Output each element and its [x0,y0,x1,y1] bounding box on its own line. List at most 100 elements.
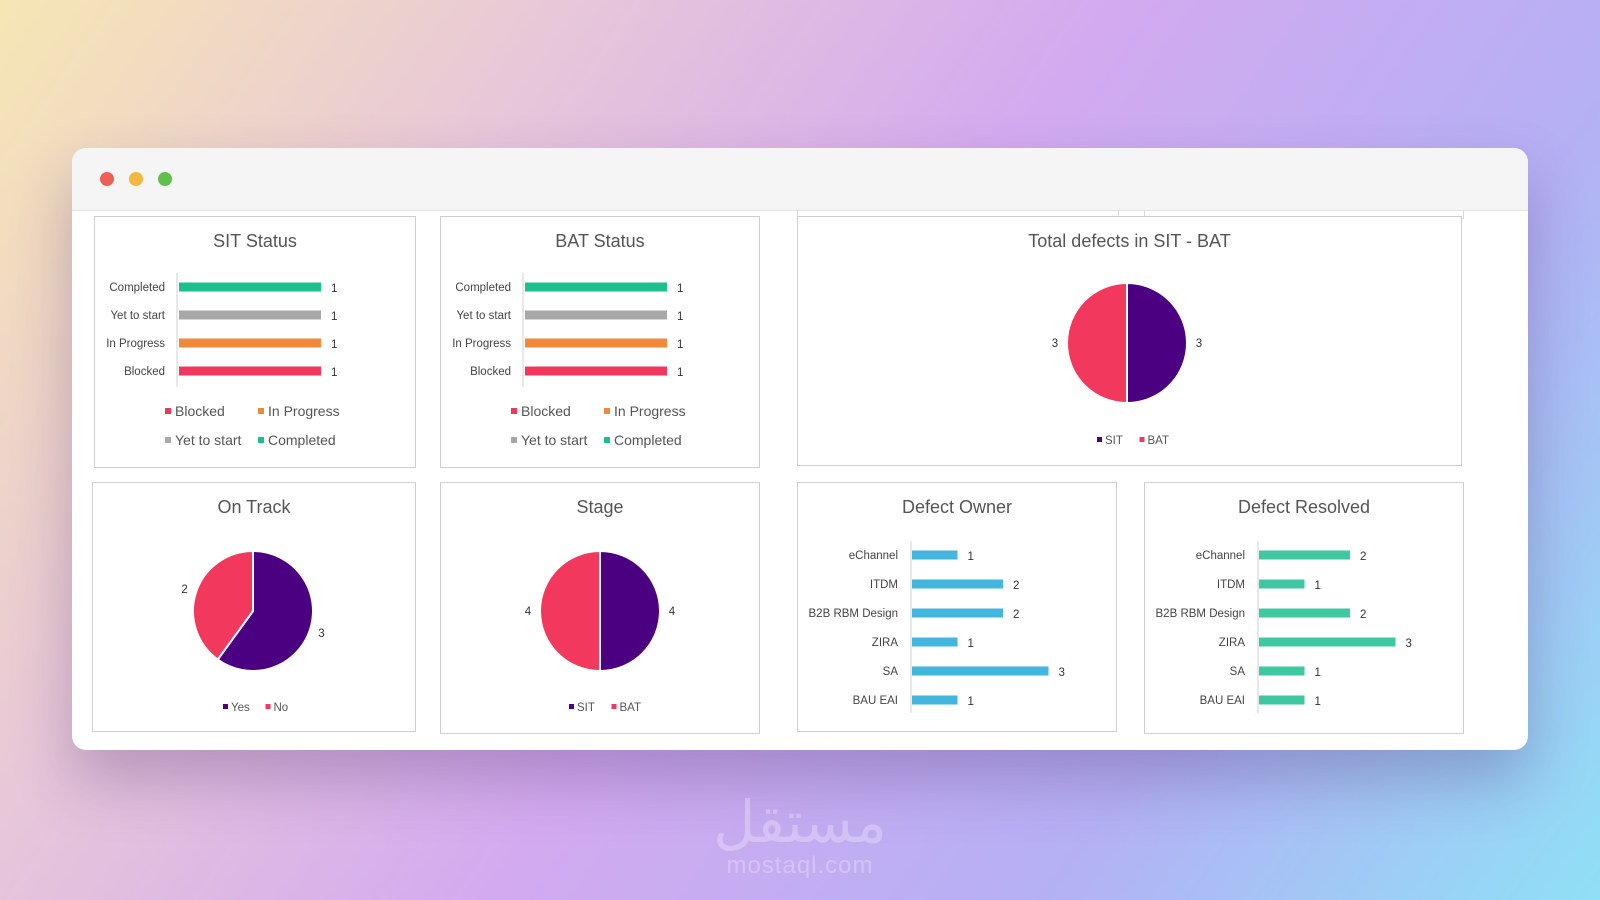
legend-label: Blocked [175,403,225,419]
bar [912,579,1003,589]
data-label: 1 [331,339,337,351]
category-label: In Progress [106,338,165,350]
bar-completed [179,282,321,292]
bar [1259,550,1350,560]
legend-marker [604,408,610,414]
category-label: eChannel [849,550,898,562]
legend-marker [165,408,171,414]
legend-marker [165,437,171,443]
category-label: Blocked [124,366,165,378]
bar-yet-to-start [179,310,321,320]
category-label: ZIRA [872,637,899,649]
bar [912,695,958,705]
defect-resolved-chart: eChannel 2 ITDM 1 B2B RBM Design 2 ZIRA 3 SA 1 BAU… [1156,541,1412,713]
data-label: 2 [1360,551,1366,563]
category-label: Yet to start [110,310,165,322]
pie-slice-bat [1066,281,1128,405]
bat-status-panel: BAT Status Completed 1 Yet to start 1 In Pro… [440,216,760,468]
category-label: Yet to start [456,310,511,322]
legend-marker [258,408,264,414]
stage-chart: 4 4 SIT BAT [525,549,676,714]
legend-label: Yet to start [175,432,242,448]
legend-label: SIT [577,702,595,714]
chart-title: Defect Owner [901,497,1013,517]
legend-label: Blocked [521,403,571,419]
legend-marker [604,437,610,443]
legend-marker [223,704,228,709]
legend-marker [511,437,517,443]
legend-label: In Progress [268,403,340,419]
minimize-window-button[interactable] [129,172,143,186]
chart-title: SIT Status [213,231,297,251]
legend-marker [258,437,264,443]
legend-marker [569,704,574,709]
chart-title: Defect Resolved [1237,497,1371,517]
category-label: Blocked [470,366,511,378]
category-label: In Progress [452,338,511,350]
legend-label: BAT [620,702,642,714]
data-label: 1 [1315,696,1321,708]
chart-title: On Track [217,497,291,517]
bar [912,637,958,647]
defect-owner-chart: eChannel 1 ITDM 2 B2B RBM Design 2 ZIRA 1 SA 3 BAU… [809,541,1065,713]
bar [912,550,958,560]
category-label: ZIRA [1219,637,1246,649]
bar [912,666,1049,676]
bar [1259,695,1305,705]
category-label: BAU EAI [1200,695,1245,707]
bat-status-chart: Completed 1 Yet to start 1 In Progress 1 Block… [452,273,686,448]
pie-slice-bat [539,549,601,673]
data-label: 2 [181,584,187,596]
category-label: B2B RBM Design [809,608,898,620]
legend-label: Yes [231,702,250,714]
category-label: BAU EAI [853,695,898,707]
watermark-latin: mostaql.com [726,852,874,879]
legend-marker [1139,437,1145,442]
legend-label: In Progress [614,403,686,419]
bar-completed [525,282,667,292]
data-label: 1 [677,283,683,295]
data-label: 1 [1315,667,1321,679]
category-label: SA [1230,666,1246,678]
chart-title: Stage [576,497,624,517]
bar-in-progress [179,338,321,348]
bar-in-progress [525,338,667,348]
data-label: 1 [968,638,974,650]
pie-slice-no [192,549,254,661]
data-label: 1 [331,367,337,379]
data-label: 2 [1360,609,1366,621]
pie-slice-yes [216,549,314,672]
legend-marker [611,704,617,709]
legend-marker [511,408,517,414]
legend-label: BAT [1148,435,1170,447]
bar-blocked [179,366,321,376]
category-label: B2B RBM Design [1156,608,1245,620]
close-window-button[interactable] [100,172,114,186]
defect-owner-panel: Defect Owner eChannel 1 ITDM 2 B2B RBM Desig… [797,482,1117,732]
maximize-window-button[interactable] [158,172,172,186]
category-label: eChannel [1196,550,1245,562]
data-label: 1 [968,696,974,708]
bar-yet-to-start [525,310,667,320]
bar [1259,666,1305,676]
data-label: 2 [1013,609,1019,621]
category-label: Completed [455,282,511,294]
category-label: ITDM [1217,579,1245,591]
total-defects-panel: Total defects in SIT - BAT 3 3 SIT BAT [797,216,1462,466]
sit-status-chart: Completed 1 Yet to start 1 In Progress 1 Block… [106,273,340,448]
legend-label: SIT [1105,435,1123,447]
legend-marker [1097,437,1102,442]
data-label: 3 [1196,338,1202,350]
data-label: 3 [1406,638,1412,650]
data-label: 1 [331,283,337,295]
data-label: 4 [669,606,676,618]
sit-status-panel: SIT Status Completed 1 Yet to start 1 In Pro… [94,216,416,468]
stage-panel: Stage 4 4 SIT BAT [440,482,760,734]
bar [912,608,1003,618]
category-label: SA [883,666,899,678]
category-label: ITDM [870,579,898,591]
data-label: 2 [1013,580,1019,592]
pie-slice-sit [1126,281,1188,405]
data-label: 1 [331,311,337,323]
data-label: 1 [968,551,974,563]
